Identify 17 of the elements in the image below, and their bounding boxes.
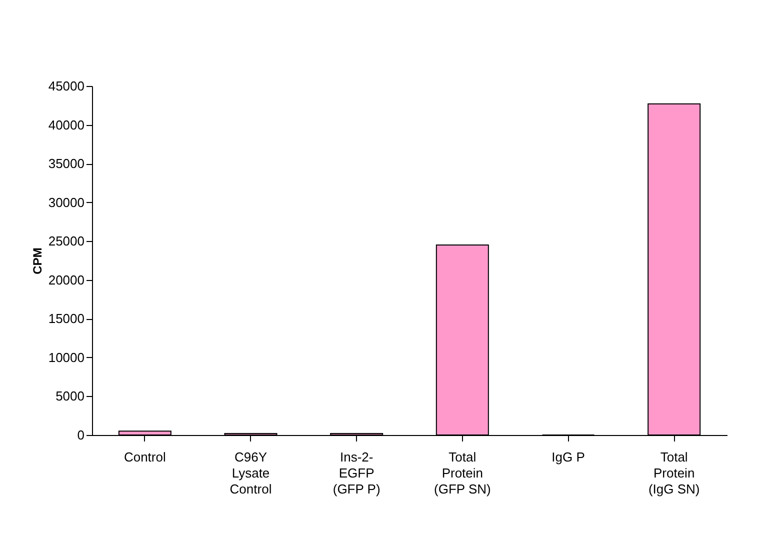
- y-tick-label: 10000: [48, 350, 84, 365]
- y-tick-label: 15000: [48, 311, 84, 326]
- y-tick-label: 40000: [48, 117, 84, 132]
- y-tick-label: 0: [77, 428, 84, 442]
- y-tick-label: 35000: [48, 156, 84, 172]
- y-tick-label: 45000: [48, 78, 84, 94]
- x-tick-label: Control: [124, 450, 166, 464]
- x-tick-label: Ins-2- EGFP (GFP P): [332, 450, 380, 496]
- y-tick-label: 5000: [56, 388, 84, 404]
- x-tick-label: Total Protein (IgG SN): [648, 450, 700, 496]
- x-tick-label: IgG P: [552, 450, 585, 464]
- y-axis-title: CPM: [30, 248, 44, 274]
- y-tick-label: 20000: [48, 272, 84, 288]
- y-tick-label: 25000: [48, 234, 84, 249]
- x-tick-label: C96Y Lysate Control: [230, 450, 272, 496]
- x-tick-label: Total Protein (GFP SN): [434, 450, 491, 496]
- y-tick-label: 30000: [48, 194, 84, 210]
